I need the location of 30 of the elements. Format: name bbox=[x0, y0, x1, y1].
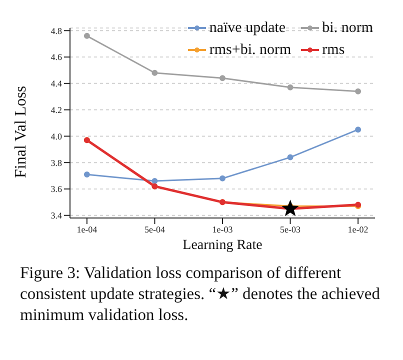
y-axis-title: Final Val Loss bbox=[12, 86, 30, 178]
point bbox=[220, 75, 226, 82]
legend-label: bi. norm bbox=[322, 19, 373, 38]
x-tick-label: 1e-02 bbox=[348, 224, 368, 234]
legend-label: naïve update bbox=[209, 19, 286, 38]
point bbox=[220, 175, 226, 182]
point bbox=[287, 154, 294, 160]
caption: Figure 3: Validation loss comparison of different consistent update strategies. “★” denotes the achieved minimum validation loss. bbox=[19, 262, 381, 325]
x-tick-label: 1e-04 bbox=[76, 224, 98, 234]
point bbox=[355, 126, 362, 133]
x-axis-title: Learning Rate bbox=[182, 238, 264, 254]
point bbox=[152, 178, 158, 184]
point bbox=[152, 70, 158, 76]
point bbox=[355, 88, 362, 94]
point bbox=[84, 171, 90, 178]
y-tick-label: 3.4 bbox=[50, 210, 62, 221]
x-tick-label: 5e-04 bbox=[144, 224, 166, 234]
y-tick-label: 4.6 bbox=[50, 52, 62, 62]
y-tick-label: 4.8 bbox=[50, 26, 62, 36]
x-tick-label: 5e-03 bbox=[280, 224, 302, 234]
legend-label: rms+bi. norm bbox=[209, 41, 292, 60]
y-tick-label: 4.4 bbox=[50, 78, 62, 89]
y-tick-label: 4.2 bbox=[50, 105, 62, 115]
legend-label: rms bbox=[322, 41, 345, 60]
y-tick-label: 4.0 bbox=[50, 131, 62, 142]
point bbox=[84, 32, 90, 39]
point bbox=[287, 84, 294, 90]
y-tick-label: 3.8 bbox=[50, 158, 62, 168]
x-tick-label: 1e-03 bbox=[212, 224, 234, 234]
y-tick-label: 3.6 bbox=[50, 184, 62, 194]
